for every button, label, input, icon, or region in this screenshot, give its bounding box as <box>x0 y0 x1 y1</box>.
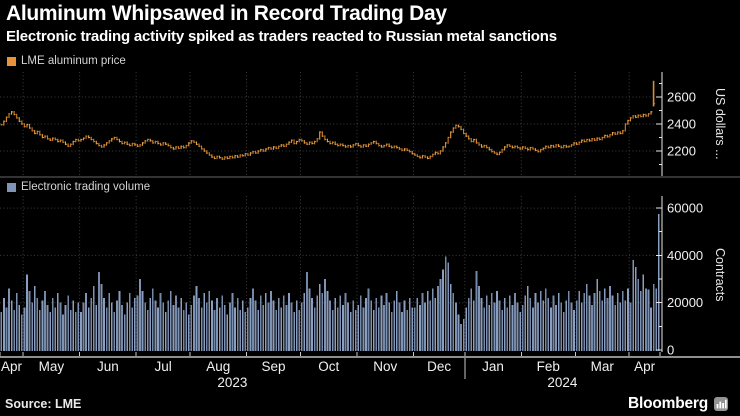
svg-text:2024: 2024 <box>547 375 578 390</box>
svg-text:Aug: Aug <box>206 359 230 374</box>
bloomberg-wordmark: Bloomberg <box>627 395 708 412</box>
chart-title: Aluminum Whipsawed in Record Trading Day <box>6 2 447 25</box>
svg-text:2023: 2023 <box>217 375 247 390</box>
svg-text:Oct: Oct <box>318 359 339 374</box>
svg-text:Feb: Feb <box>537 359 560 374</box>
volume-chart: 0 20000 40000 60000 <box>0 196 703 357</box>
panel-divider <box>0 176 740 178</box>
price-chart: 2200 2400 2600 <box>0 72 696 176</box>
price-legend-label: LME aluminum price <box>21 55 126 67</box>
svg-text:40000: 40000 <box>667 248 703 263</box>
svg-text:Jun: Jun <box>97 359 119 374</box>
price-axis-title: US dollars ... <box>713 88 727 160</box>
volume-axis-title: Contracts <box>713 248 727 302</box>
volume-legend-label: Electronic trading volume <box>21 181 151 193</box>
price-legend: LME aluminum price <box>7 55 126 67</box>
chart-subtitle: Electronic trading activity spiked as tr… <box>6 28 557 45</box>
svg-text:May: May <box>39 359 65 374</box>
svg-text:Mar: Mar <box>591 359 615 374</box>
volume-legend: Electronic trading volume <box>7 181 150 193</box>
svg-text:Nov: Nov <box>373 359 397 374</box>
svg-text:2400: 2400 <box>667 117 696 132</box>
svg-text:Dec: Dec <box>427 359 451 374</box>
svg-text:Jan: Jan <box>482 359 504 374</box>
svg-text:Sep: Sep <box>261 359 285 374</box>
svg-text:2200: 2200 <box>667 144 696 159</box>
svg-text:0: 0 <box>667 343 674 357</box>
x-axis: Apr May Jun Jul Aug Sep Oct Nov Dec Jan Feb Mar Apr 2… <box>0 352 740 390</box>
bloomberg-terminal-icon <box>714 397 728 411</box>
bloomberg-logo: Bloomberg <box>628 395 728 413</box>
svg-text:Apr: Apr <box>1 359 23 374</box>
price-legend-swatch-icon <box>7 56 16 66</box>
volume-legend-swatch-icon <box>7 182 16 192</box>
svg-text:Apr: Apr <box>634 359 656 374</box>
source-credit: Source: LME <box>5 397 82 411</box>
svg-text:Jul: Jul <box>154 359 171 374</box>
svg-text:2600: 2600 <box>667 90 696 105</box>
svg-text:20000: 20000 <box>667 295 703 310</box>
svg-text:60000: 60000 <box>667 201 703 216</box>
